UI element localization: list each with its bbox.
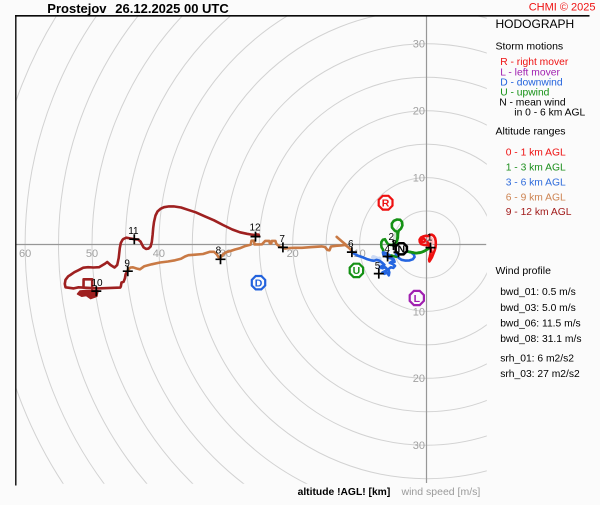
svg-text:altitude !AGL! [km]: altitude !AGL! [km]	[298, 487, 391, 498]
svg-text:10: 10	[413, 306, 425, 318]
svg-text:D: D	[255, 278, 263, 290]
svg-text:Altitude ranges: Altitude ranges	[496, 126, 566, 138]
svg-text:30: 30	[413, 440, 425, 452]
svg-text:12: 12	[249, 223, 261, 234]
svg-text:50: 50	[86, 248, 98, 260]
svg-text:30: 30	[413, 39, 425, 51]
svg-text:in 0 - 6 km AGL: in 0 - 6 km AGL	[514, 107, 585, 118]
svg-text:CHMI © 2025: CHMI © 2025	[529, 2, 596, 14]
svg-text:10: 10	[91, 278, 103, 289]
svg-text:bwd_08: 31.1 m/s: bwd_08: 31.1 m/s	[500, 334, 581, 345]
svg-text:U: U	[353, 265, 361, 277]
svg-text:bwd_01: 0.5 m/s: bwd_01: 0.5 m/s	[500, 287, 576, 298]
svg-text:8: 8	[216, 246, 222, 257]
svg-text:Prostejov: Prostejov	[47, 1, 107, 16]
svg-text:Storm motions: Storm motions	[496, 41, 564, 53]
svg-text:20: 20	[413, 373, 425, 385]
svg-text:HODOGRAPH: HODOGRAPH	[496, 17, 575, 31]
svg-text:26.12.2025 00 UTC: 26.12.2025 00 UTC	[115, 1, 229, 16]
svg-text:7: 7	[279, 234, 285, 245]
svg-text:3 - 6 km AGL: 3 - 6 km AGL	[506, 177, 566, 188]
svg-text:Wind profile: Wind profile	[496, 265, 552, 277]
svg-text:40: 40	[153, 248, 165, 260]
svg-text:1: 1	[427, 233, 433, 244]
svg-text:N: N	[398, 244, 406, 256]
svg-text:L: L	[414, 293, 421, 305]
svg-text:6 - 9 km AGL: 6 - 9 km AGL	[506, 192, 566, 203]
svg-text:srh_01: 6 m2/s2: srh_01: 6 m2/s2	[500, 353, 574, 364]
svg-text:9: 9	[124, 259, 130, 270]
svg-text:20: 20	[413, 106, 425, 118]
svg-text:60: 60	[19, 248, 31, 260]
svg-text:10: 10	[413, 173, 425, 185]
svg-text:wind speed [m/s]: wind speed [m/s]	[401, 486, 481, 498]
svg-text:9 - 12 km AGL: 9 - 12 km AGL	[506, 207, 572, 218]
svg-text:R: R	[382, 198, 390, 210]
svg-text:5: 5	[375, 261, 381, 272]
svg-text:srh_03: 27 m2/s2: srh_03: 27 m2/s2	[500, 369, 580, 380]
svg-text:11: 11	[128, 226, 139, 237]
svg-text:4: 4	[385, 244, 391, 255]
svg-text:0 - 1 km AGL: 0 - 1 km AGL	[506, 147, 566, 158]
svg-text:bwd_06: 11.5 m/s: bwd_06: 11.5 m/s	[500, 319, 581, 330]
svg-text:bwd_03: 5.0 m/s: bwd_03: 5.0 m/s	[500, 303, 576, 314]
svg-text:1 - 3 km AGL: 1 - 3 km AGL	[506, 162, 566, 173]
svg-text:6: 6	[348, 239, 354, 250]
svg-text:20: 20	[287, 248, 299, 260]
